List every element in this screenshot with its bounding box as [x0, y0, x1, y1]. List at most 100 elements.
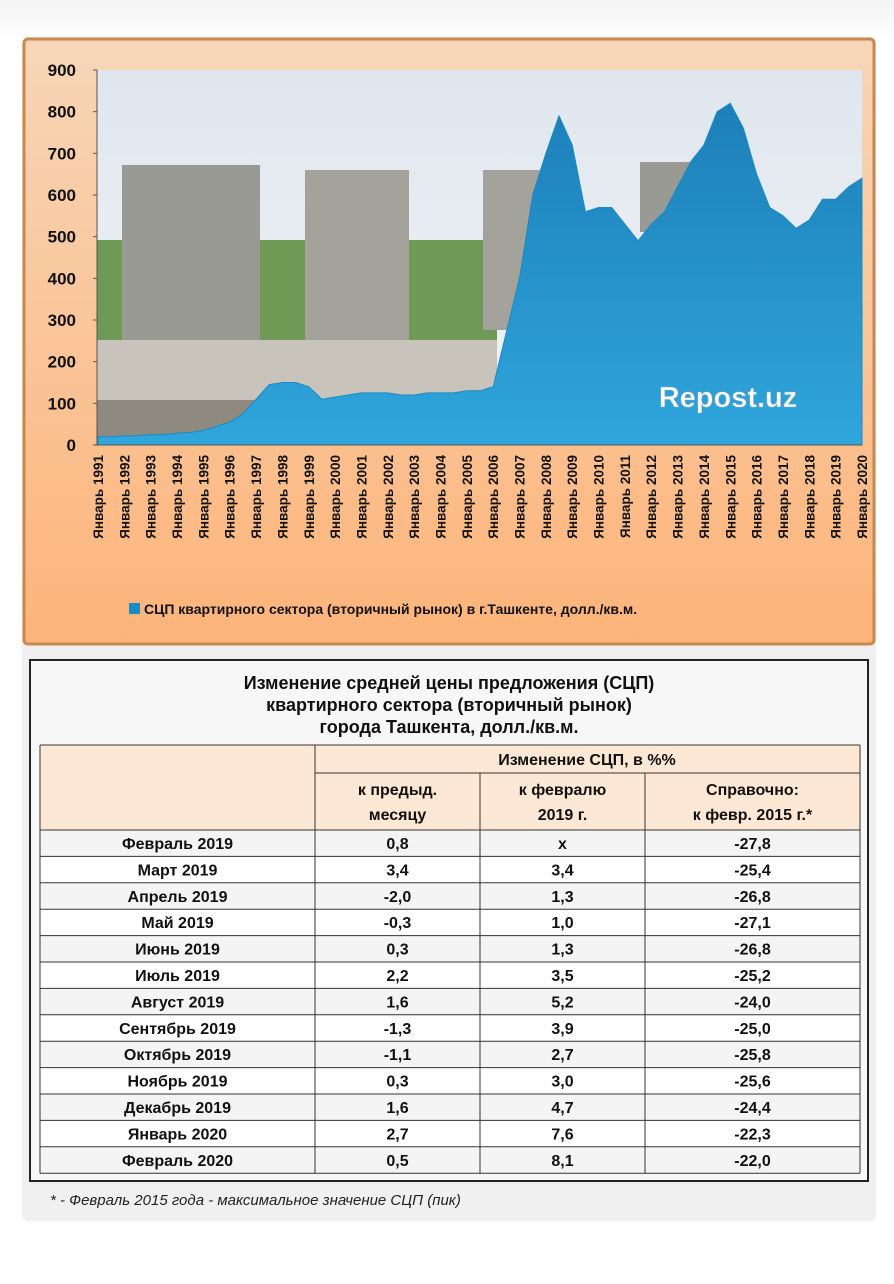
x-tick-label: Январь 2018 [802, 455, 817, 539]
x-tick-label: Январь 1994 [170, 455, 185, 539]
table-cell: Июль 2019 [135, 968, 220, 985]
table-cell: -1,1 [384, 1047, 412, 1064]
legend-label: СЦП квартирного сектора (вторичный рынок… [144, 601, 637, 617]
row-bg [40, 988, 860, 1015]
x-tick-label: Январь 1993 [144, 455, 159, 539]
table-cell: 8,1 [551, 1153, 573, 1170]
row-bg [40, 962, 860, 989]
table-cell: -26,8 [734, 942, 771, 959]
row-bg [40, 1146, 860, 1174]
table-cell: 1,6 [386, 994, 408, 1011]
table-cell: 3,4 [551, 862, 573, 879]
column-header: к предыд. [358, 782, 437, 799]
x-tick-label: Январь 2002 [381, 455, 396, 539]
table-cell: 3,5 [551, 968, 573, 985]
building [122, 165, 260, 355]
table-cell: 1,0 [551, 915, 573, 932]
y-tick-label: 200 [48, 353, 76, 372]
table-cell: Ноябрь 2019 [128, 1074, 228, 1091]
x-tick-label: Январь 2014 [697, 455, 712, 539]
table-cell: 0,8 [386, 836, 408, 853]
table-cell: Июнь 2019 [135, 942, 220, 959]
x-tick-label: Январь 2003 [407, 455, 422, 539]
table-cell: 0,5 [386, 1153, 408, 1170]
table-cell: 2,2 [386, 968, 408, 985]
column-header: 2019 г. [538, 807, 588, 824]
row-bg [40, 1041, 860, 1068]
x-tick-label: Январь 2012 [644, 455, 659, 539]
footnote: * - Февраль 2015 года - максимальное зна… [50, 1192, 461, 1209]
table-cell: Апрель 2019 [128, 889, 228, 906]
table-cell: 1,3 [551, 942, 573, 959]
table-cell: 3,4 [386, 862, 408, 879]
table-title: города Ташкента, долл./кв.м. [320, 717, 579, 737]
column-header: месяцу [369, 807, 427, 824]
table-cell: -2,0 [384, 889, 412, 906]
table: Изменение средней цены предложения (СЦП)… [39, 673, 861, 1174]
x-tick-label: Январь 2016 [750, 455, 765, 539]
x-tick-label: Январь 2010 [592, 455, 607, 539]
x-tick-label: Январь 1996 [223, 455, 238, 539]
table-cell: -24,0 [734, 994, 771, 1011]
y-tick-label: 800 [48, 103, 76, 122]
x-tick-label: Январь 1999 [302, 455, 317, 539]
header-bg [40, 745, 860, 830]
table-cell: -25,2 [734, 968, 771, 985]
table-cell: Декабрь 2019 [124, 1100, 231, 1117]
plot: 0 100 200 300 400 500 600 700 800 900 Январь 1991 Я… [48, 61, 870, 539]
x-tick-label: Январь 1992 [117, 455, 132, 539]
table-cell: -0,3 [384, 915, 412, 932]
y-tick-label: 300 [48, 311, 76, 330]
group-header: Изменение СЦП, в %% [498, 752, 676, 769]
table-cell: х [558, 836, 567, 853]
table-cell: Май 2019 [141, 915, 213, 932]
y-tick-label: 600 [48, 186, 76, 205]
x-tick-label: Январь 2020 [855, 455, 870, 539]
table-cell: -1,3 [384, 1021, 412, 1038]
table-cell: -22,0 [734, 1153, 771, 1170]
y-tick-label: 0 [67, 436, 76, 455]
column-header: Справочно: [706, 782, 799, 799]
table-cell: Октябрь 2019 [124, 1047, 231, 1064]
table-cell: -26,8 [734, 889, 771, 906]
y-tick-label: 900 [48, 61, 76, 80]
x-tick-label: Январь 1991 [91, 455, 106, 539]
legend-swatch [129, 603, 140, 614]
x-tick-label: Январь 2006 [486, 455, 501, 539]
table-title: квартирного сектора (вторичный рынок) [266, 695, 632, 715]
table-cell: -25,4 [734, 862, 771, 879]
table-cell: 0,3 [386, 942, 408, 959]
x-tick-label: Январь 1998 [275, 455, 290, 539]
area [97, 102, 863, 446]
table-cell: 0,3 [386, 1074, 408, 1091]
x-tick-label: Январь 1995 [196, 455, 211, 539]
y-tick-label: 100 [48, 394, 76, 413]
row-bg [40, 882, 860, 910]
row-bg [40, 830, 860, 857]
table-cell: -27,1 [734, 915, 771, 932]
table-cell: Август 2019 [131, 994, 224, 1011]
table-cell: -24,4 [734, 1100, 771, 1117]
x-tick-label: Январь 2017 [776, 455, 791, 539]
column-header: к февралю [519, 782, 607, 799]
row-bg [40, 1094, 860, 1121]
table-cell: 3,9 [551, 1021, 573, 1038]
y-tick-label: 400 [48, 269, 76, 288]
x-tick-label: Январь 2011 [618, 455, 633, 539]
building [305, 170, 409, 340]
table-title: Изменение средней цены предложения (СЦП) [244, 673, 655, 693]
table-cell: 2,7 [386, 1126, 408, 1143]
x-tick-label: Январь 2001 [354, 455, 369, 539]
table-cell: 7,6 [551, 1126, 573, 1143]
y-tick-label: 500 [48, 228, 76, 247]
table-cell: 1,3 [551, 889, 573, 906]
y-tick-label: 700 [48, 144, 76, 163]
row-bg [40, 856, 860, 883]
table-cell: 5,2 [551, 994, 573, 1011]
table-cell: -25,0 [734, 1021, 771, 1038]
x-tick-label: Январь 2009 [565, 455, 580, 539]
x-tick-label: Январь 2007 [513, 455, 528, 539]
table-cell: Март 2019 [138, 862, 218, 879]
